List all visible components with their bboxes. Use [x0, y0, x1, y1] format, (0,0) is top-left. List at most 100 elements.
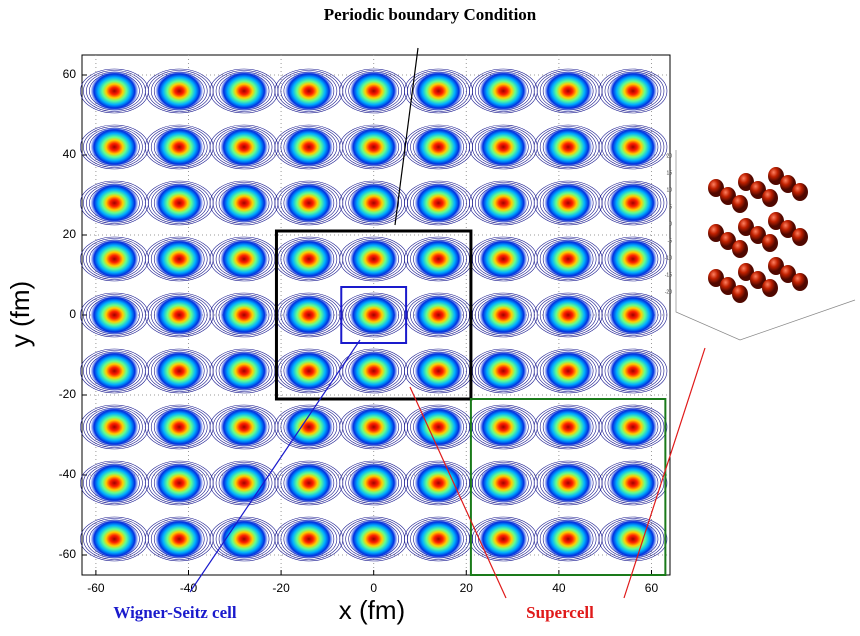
inset-sphere: [792, 228, 808, 246]
x-tick-label: -40: [180, 581, 198, 595]
x-tick-label: 60: [645, 581, 659, 595]
contour-blob: [275, 293, 343, 337]
contour-fill: [415, 183, 463, 223]
inset-sphere: [762, 234, 778, 252]
contour-fill: [544, 519, 592, 559]
contour-blob: [534, 181, 602, 225]
contour-blob: [599, 125, 667, 169]
y-tick-label: 60: [63, 67, 77, 81]
contour-blob: [405, 517, 473, 561]
contour-blob: [340, 69, 408, 113]
contour-blob: [275, 405, 343, 449]
contour-blob: [405, 405, 473, 449]
contour-fill: [479, 351, 527, 391]
contour-blob: [80, 237, 148, 281]
contour-fill: [220, 127, 268, 167]
contour-blob: [275, 181, 343, 225]
contour-blob: [210, 517, 278, 561]
contour-fill: [544, 351, 592, 391]
contour-blob: [210, 237, 278, 281]
contour-blob: [145, 349, 213, 393]
inset-tick-label: -15: [665, 272, 672, 278]
x-tick-label: 40: [552, 581, 566, 595]
contour-fill: [415, 351, 463, 391]
contour-fill: [220, 407, 268, 447]
inset-tick-label: 10: [666, 187, 672, 193]
contour-blob: [469, 405, 537, 449]
contour-fill: [350, 519, 398, 559]
contour-blob: [210, 405, 278, 449]
contour-blob: [145, 125, 213, 169]
inset-sphere: [732, 195, 748, 213]
inset-tick-label: 0: [669, 221, 672, 227]
contour-fill: [155, 463, 203, 503]
inset-sphere: [732, 240, 748, 258]
contour-blob: [145, 517, 213, 561]
contour-fill: [415, 71, 463, 111]
contour-fill: [285, 127, 333, 167]
contour-blob: [80, 69, 148, 113]
contour-fill: [609, 519, 657, 559]
contour-blob: [599, 237, 667, 281]
contour-fill: [479, 407, 527, 447]
contour-blob: [210, 461, 278, 505]
contour-blob: [80, 181, 148, 225]
contour-blob: [145, 405, 213, 449]
inset-sphere: [792, 273, 808, 291]
contour-blob: [534, 405, 602, 449]
contour-blob: [275, 517, 343, 561]
contour-blob: [469, 181, 537, 225]
contour-fill: [285, 463, 333, 503]
contour-blob: [534, 517, 602, 561]
contour-blob: [469, 69, 537, 113]
contour-blob: [599, 349, 667, 393]
contour-fill: [415, 463, 463, 503]
plot-area: [80, 55, 670, 575]
contour-blob: [210, 69, 278, 113]
contour-blob: [80, 125, 148, 169]
inset-tick-label: -5: [668, 238, 673, 244]
contour-fill: [609, 295, 657, 335]
contour-fill: [285, 71, 333, 111]
contour-blob: [534, 69, 602, 113]
contour-fill: [350, 183, 398, 223]
contour-blob: [405, 237, 473, 281]
contour-fill: [415, 239, 463, 279]
contour-blob: [340, 237, 408, 281]
contour-blob: [145, 461, 213, 505]
contour-blob: [275, 349, 343, 393]
contour-fill: [220, 295, 268, 335]
contour-blob: [275, 69, 343, 113]
contour-fill: [90, 351, 138, 391]
contour-fill: [90, 183, 138, 223]
y-tick-label: -60: [59, 547, 77, 561]
contour-blob: [275, 237, 343, 281]
contour-blob: [340, 293, 408, 337]
contour-fill: [479, 295, 527, 335]
contour-blob: [80, 517, 148, 561]
contour-blob: [275, 461, 343, 505]
contour-fill: [544, 71, 592, 111]
y-tick-label: 0: [69, 307, 76, 321]
contour-fill: [155, 127, 203, 167]
contour-fill: [609, 71, 657, 111]
contour-fill: [350, 71, 398, 111]
inset-sphere: [762, 279, 778, 297]
annotation: Supercell: [526, 603, 594, 622]
contour-blob: [469, 293, 537, 337]
contour-blob: [405, 125, 473, 169]
contour-fill: [90, 519, 138, 559]
contour-fill: [609, 239, 657, 279]
inset-sphere: [732, 285, 748, 303]
contour-fill: [609, 351, 657, 391]
contour-blob: [340, 125, 408, 169]
contour-blob: [599, 405, 667, 449]
x-axis-label: x (fm): [339, 595, 405, 625]
contour-blob: [599, 517, 667, 561]
x-tick-label: -20: [272, 581, 290, 595]
contour-blob: [405, 461, 473, 505]
contour-fill: [155, 295, 203, 335]
contour-fill: [90, 127, 138, 167]
contour-fill: [90, 463, 138, 503]
inset-tick-label: 5: [669, 204, 672, 210]
